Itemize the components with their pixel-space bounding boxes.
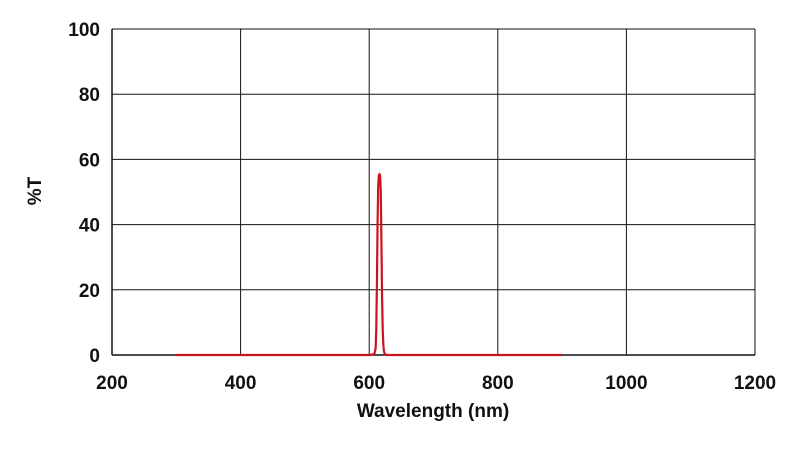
x-tick-label: 400 [225, 373, 257, 394]
y-tick-label: 40 [79, 216, 100, 237]
series-line [176, 172, 563, 357]
x-tick-label: 200 [96, 373, 128, 394]
tick-labels: 200 400 600 800 1000 1200 0 20 40 60 80 100 [68, 20, 776, 394]
series-group [176, 172, 563, 357]
x-axis-label: Wavelength (nm) [357, 401, 509, 422]
y-tick-label: 100 [68, 20, 100, 41]
y-tick-label: 60 [79, 150, 100, 171]
x-tick-label: 1200 [734, 373, 776, 394]
y-axis-label: %T [25, 176, 46, 205]
y-tick-label: 80 [79, 85, 100, 106]
x-tick-label: 1000 [605, 373, 647, 394]
x-tick-label: 800 [482, 373, 514, 394]
y-tick-label: 20 [79, 281, 100, 302]
x-tick-label: 600 [353, 373, 385, 394]
y-tick-label: 0 [89, 346, 100, 367]
